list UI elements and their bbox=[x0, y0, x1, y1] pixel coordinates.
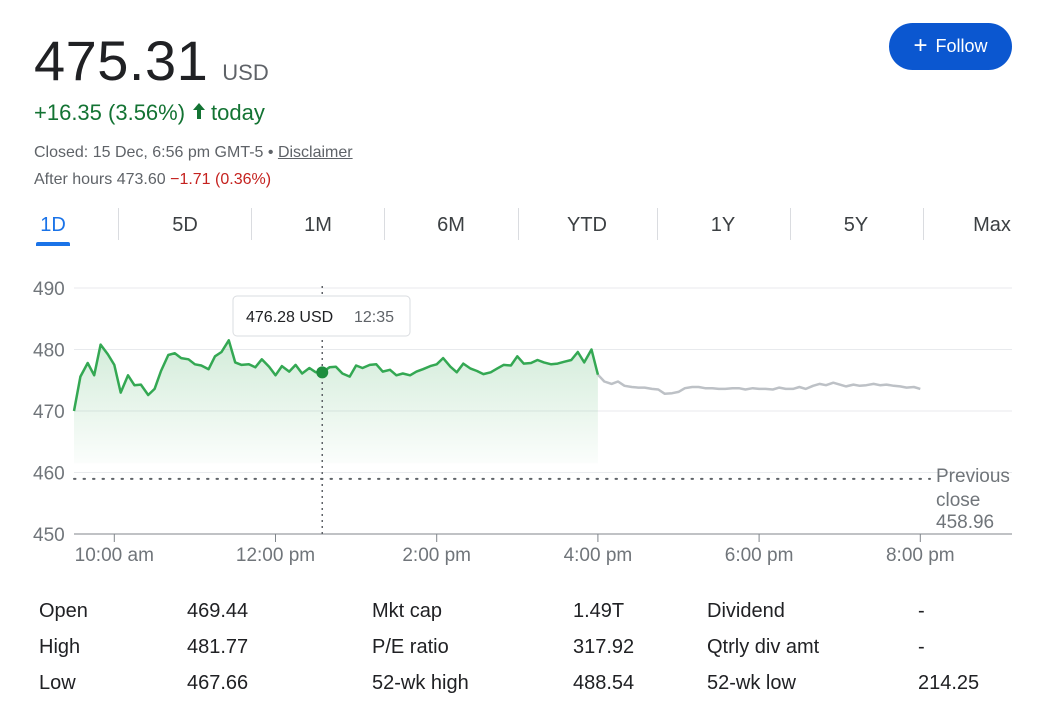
stat-label: P/E ratio bbox=[372, 636, 449, 658]
x-tick-label: 10:00 am bbox=[75, 545, 154, 566]
tooltip-time: 12:35 bbox=[354, 309, 394, 326]
hover-point[interactable] bbox=[316, 366, 329, 379]
after-hours: After hours 473.60 −1.71 (0.36%) bbox=[34, 171, 271, 189]
stat-value: 317.92 bbox=[573, 636, 635, 658]
price-header: 475.31 USD bbox=[34, 28, 269, 93]
stat-value: 467.66 bbox=[187, 672, 249, 694]
x-tick-label: 12:00 pm bbox=[236, 545, 315, 566]
stat-label: 52-wk low bbox=[707, 672, 796, 694]
follow-button[interactable]: + Follow bbox=[889, 23, 1012, 70]
stat-value: 469.44 bbox=[187, 600, 249, 622]
stat-label: High bbox=[39, 636, 81, 658]
closed-time: Closed: 15 Dec, 6:56 pm GMT-5 • bbox=[34, 144, 274, 161]
price-change: +16.35 (3.56%) today bbox=[34, 100, 265, 126]
price-change-value: +16.35 (3.56%) bbox=[34, 100, 186, 125]
previous-close-label: 458.96 bbox=[936, 512, 994, 533]
current-price: 475.31 bbox=[34, 29, 209, 92]
market-status: Closed: 15 Dec, 6:56 pm GMT-5 • Disclaim… bbox=[34, 144, 353, 162]
tab-1y[interactable]: 1Y bbox=[710, 214, 736, 236]
tab-divider bbox=[118, 208, 119, 240]
tab-divider bbox=[923, 208, 924, 240]
price-chart: 490 480 470 460 450 10:00 am 12:00 pm 2:00 pm 4:… bbox=[33, 279, 1012, 566]
stat-value: - bbox=[918, 600, 925, 622]
x-tick-label: 2:00 pm bbox=[402, 545, 471, 566]
tooltip-value: 476.28 USD bbox=[246, 309, 333, 326]
y-tick-label: 480 bbox=[33, 341, 65, 362]
stat-value: 488.54 bbox=[573, 672, 635, 694]
stat-value: 214.25 bbox=[918, 672, 980, 694]
after-hours-line bbox=[596, 373, 921, 396]
stat-label: Low bbox=[39, 672, 76, 694]
follow-label: Follow bbox=[935, 36, 988, 56]
tab-divider bbox=[657, 208, 658, 240]
stat-label: 52-wk high bbox=[372, 672, 469, 694]
price-change-suffix: today bbox=[211, 100, 265, 125]
regular-session-area bbox=[74, 340, 598, 464]
x-tick-label: 8:00 pm bbox=[886, 545, 955, 566]
regular-session-line bbox=[72, 339, 600, 412]
stat-label: Qtrly div amt bbox=[707, 636, 820, 658]
tab-divider bbox=[251, 208, 252, 240]
tab-5y[interactable]: 5Y bbox=[843, 214, 869, 236]
tooltip-box bbox=[232, 295, 411, 337]
y-tick-label: 460 bbox=[33, 464, 65, 485]
disclaimer-link[interactable]: Disclaimer bbox=[277, 144, 353, 161]
stat-label: Dividend bbox=[707, 600, 785, 622]
tab-max[interactable]: Max bbox=[973, 214, 1011, 236]
arrow-up-icon bbox=[192, 100, 206, 126]
stat-label: Mkt cap bbox=[372, 600, 443, 622]
currency-label: USD bbox=[222, 60, 269, 85]
plus-icon: + bbox=[913, 31, 928, 59]
y-tick-label: 450 bbox=[33, 525, 65, 546]
y-tick-label: 470 bbox=[33, 402, 65, 423]
stat-value: 481.77 bbox=[187, 636, 249, 658]
stat-label: Open bbox=[39, 600, 88, 622]
x-tick-label: 6:00 pm bbox=[725, 545, 794, 566]
after-hours-change: −1.71 (0.36%) bbox=[170, 171, 272, 188]
tab-5d[interactable]: 5D bbox=[172, 214, 198, 236]
stat-value: 1.49T bbox=[573, 600, 625, 622]
previous-close-label: close bbox=[936, 490, 980, 511]
previous-close-label: Previous bbox=[936, 466, 1010, 487]
tab-1m[interactable]: 1M bbox=[304, 214, 332, 236]
tab-divider bbox=[384, 208, 385, 240]
tab-divider bbox=[518, 208, 519, 240]
tab-ytd[interactable]: YTD bbox=[567, 214, 607, 236]
y-tick-label: 490 bbox=[33, 279, 65, 300]
tab-6m[interactable]: 6M bbox=[437, 214, 465, 236]
after-hours-price: After hours 473.60 bbox=[34, 171, 166, 188]
stat-value: - bbox=[918, 636, 925, 658]
active-tab-indicator bbox=[36, 242, 70, 246]
tab-divider bbox=[790, 208, 791, 240]
tab-1d[interactable]: 1D bbox=[40, 214, 66, 236]
x-tick-label: 4:00 pm bbox=[564, 545, 633, 566]
range-tabs: 1D 5D 1M 6M YTD 1Y 5Y Max bbox=[20, 208, 1020, 248]
